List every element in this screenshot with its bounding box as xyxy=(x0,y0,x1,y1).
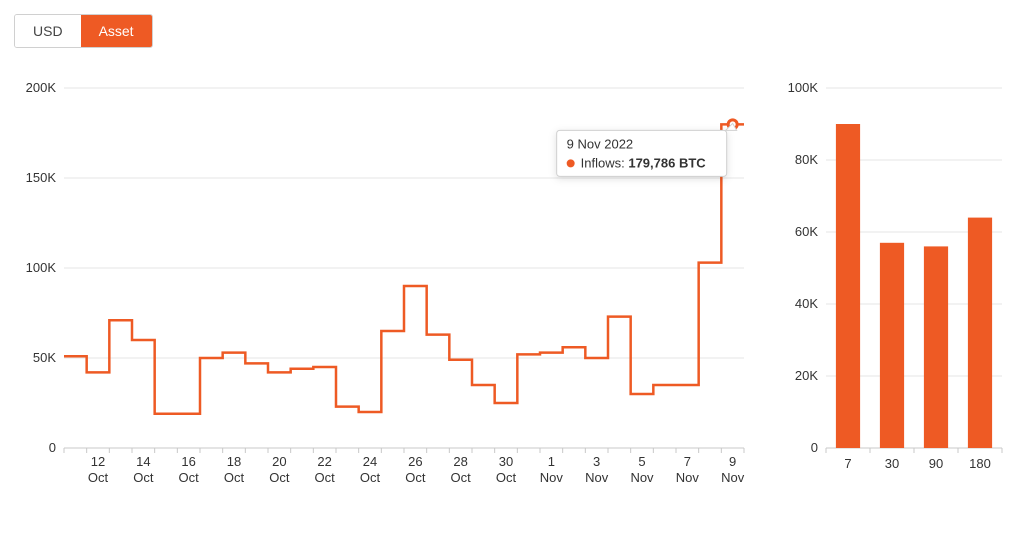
x-tick-label: Oct xyxy=(269,470,290,485)
y-tick-label: 80K xyxy=(795,152,818,167)
y-tick-label: 0 xyxy=(811,440,818,455)
line-chart-svg: 050K100K150K200K12Oct14Oct16Oct18Oct20Oc… xyxy=(14,78,754,498)
x-tick-label: 26 xyxy=(408,454,422,469)
x-tick-label: Nov xyxy=(540,470,564,485)
inflows-line-chart: 050K100K150K200K12Oct14Oct16Oct18Oct20Oc… xyxy=(14,78,754,498)
period-bar-chart: 0 20K 40K 60K 80K 100K 7 30 90 180 xyxy=(778,78,1008,498)
bar xyxy=(880,243,904,448)
x-tick-label: 7 xyxy=(844,456,851,471)
x-tick-label: Oct xyxy=(88,470,109,485)
y-tick-label: 100K xyxy=(26,260,57,275)
y-tick-label: 60K xyxy=(795,224,818,239)
tooltip-dot-icon xyxy=(567,159,575,167)
bar xyxy=(968,218,992,448)
x-tick-label: Nov xyxy=(721,470,745,485)
y-tick-label: 0 xyxy=(49,440,56,455)
x-tick-label: 1 xyxy=(548,454,555,469)
unit-toggle: USD Asset xyxy=(14,14,153,48)
x-tick-label: 22 xyxy=(317,454,331,469)
charts-row: 050K100K150K200K12Oct14Oct16Oct18Oct20Oc… xyxy=(14,78,1010,498)
x-tick-label: Nov xyxy=(630,470,654,485)
x-tick-label: 18 xyxy=(227,454,241,469)
x-tick-label: 12 xyxy=(91,454,105,469)
x-tick-label: Oct xyxy=(179,470,200,485)
bar xyxy=(836,124,860,448)
x-tick-label: 16 xyxy=(181,454,195,469)
x-tick-label: Oct xyxy=(451,470,472,485)
x-tick-label: 30 xyxy=(499,454,513,469)
x-tick-label: 24 xyxy=(363,454,377,469)
tooltip-value: Inflows: 179,786 BTC xyxy=(581,155,707,170)
x-tick-label: 180 xyxy=(969,456,991,471)
y-tick-label: 50K xyxy=(33,350,56,365)
y-tick-label: 20K xyxy=(795,368,818,383)
x-tick-label: 3 xyxy=(593,454,600,469)
toggle-usd[interactable]: USD xyxy=(15,15,81,47)
x-tick-label: Oct xyxy=(133,470,154,485)
x-tick-label: 7 xyxy=(684,454,691,469)
x-tick-label: 9 xyxy=(729,454,736,469)
x-tick-label: Oct xyxy=(405,470,426,485)
bar xyxy=(924,246,948,448)
x-tick-label: Nov xyxy=(585,470,609,485)
x-tick-label: 5 xyxy=(638,454,645,469)
bar-chart-svg: 0 20K 40K 60K 80K 100K 7 30 90 180 xyxy=(778,78,1008,498)
toggle-asset[interactable]: Asset xyxy=(81,15,152,47)
x-tick-label: Nov xyxy=(676,470,700,485)
x-tick-label: Oct xyxy=(224,470,245,485)
y-tick-label: 100K xyxy=(788,80,819,95)
x-tick-label: Oct xyxy=(315,470,336,485)
y-tick-label: 150K xyxy=(26,170,57,185)
x-tick-label: 14 xyxy=(136,454,150,469)
x-tick-label: 30 xyxy=(885,456,899,471)
x-tick-label: Oct xyxy=(496,470,517,485)
y-tick-label: 40K xyxy=(795,296,818,311)
x-tick-label: Oct xyxy=(360,470,381,485)
tooltip-date: 9 Nov 2022 xyxy=(567,136,634,151)
y-tick-label: 200K xyxy=(26,80,57,95)
x-tick-label: 20 xyxy=(272,454,286,469)
x-tick-label: 90 xyxy=(929,456,943,471)
x-tick-label: 28 xyxy=(453,454,467,469)
